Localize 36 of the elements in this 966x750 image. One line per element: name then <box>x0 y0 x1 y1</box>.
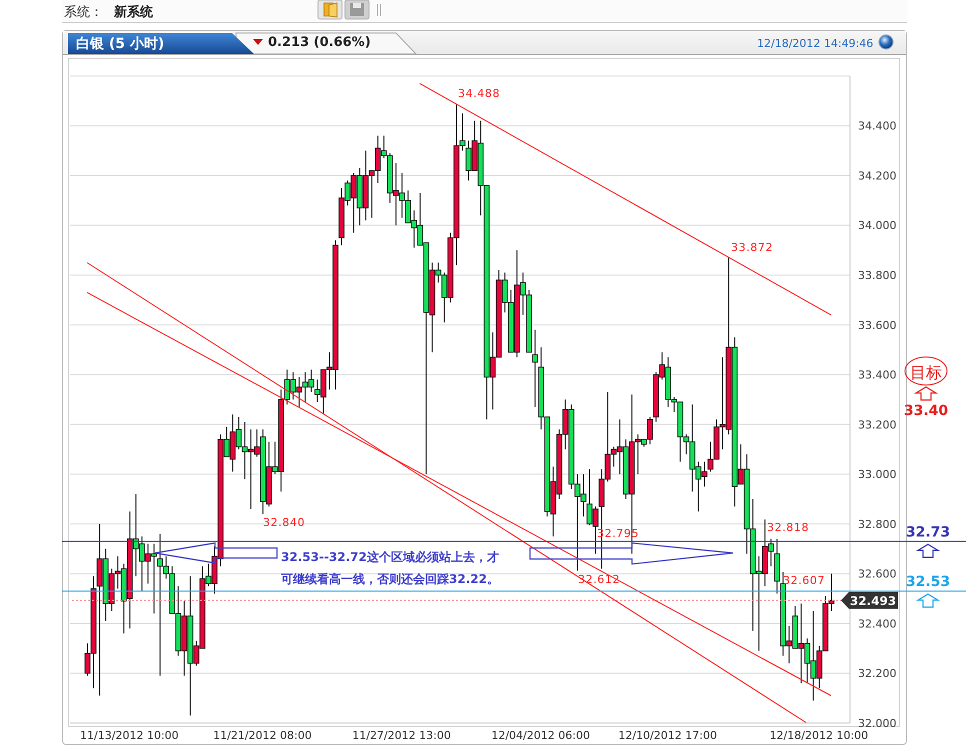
x-tick-label: 12/18/2012 10:00 <box>770 728 868 742</box>
y-tick-label: 32.600 <box>858 568 896 581</box>
ref-line-label: 32.73 <box>906 524 950 540</box>
chart-title: 白银 (5 小时) <box>76 35 164 53</box>
text: 目标 <box>910 362 942 382</box>
chart-subtitle: 0.213 (0.66%) <box>268 35 371 50</box>
annotation: 32.607 <box>783 574 826 586</box>
ref-line-label: 32.493 <box>850 594 896 608</box>
annotation: 34.488 <box>458 86 500 100</box>
x-tick-label: 12/10/2012 17:00 <box>618 728 717 742</box>
y-tick-label: 34.000 <box>858 219 896 232</box>
text: 新系统 <box>114 4 153 21</box>
y-tick-label: 32.200 <box>858 667 896 680</box>
y-tick-label: 32.400 <box>858 617 896 630</box>
y-tick-label: 33.800 <box>858 268 896 282</box>
text: 33.40 <box>904 403 948 419</box>
annotation: 32.818 <box>767 520 810 534</box>
y-tick-label: 33.000 <box>858 468 896 482</box>
annotation: 32.53--32.72这个区域必须站上去，才可继续看高一线，否则还会回踩32.22。 <box>281 549 499 588</box>
text: 系统： <box>64 4 103 21</box>
x-tick-label: 11/27/2012 13:00 <box>352 728 451 742</box>
candlestick <box>532 329 538 408</box>
y-tick-label: 34.400 <box>858 120 896 133</box>
y-tick-label: 33.200 <box>858 418 896 432</box>
x-tick-label: 12/04/2012 06:00 <box>491 728 590 742</box>
y-tick-label: 33.600 <box>858 318 896 332</box>
x-tick-label: 11/13/2012 10:00 <box>80 728 179 742</box>
y-tick-label: 32.800 <box>858 518 896 531</box>
text: 12/18/2012 14:49:46 <box>757 37 874 50</box>
y-tick-label: 32.000 <box>858 716 896 730</box>
annotation: 32.840 <box>263 516 306 528</box>
annotation: 33.872 <box>731 240 774 254</box>
ref-line-label: 32.53 <box>906 574 950 590</box>
y-tick-label: 33.400 <box>858 368 896 382</box>
y-tick-label: 34.200 <box>858 169 896 182</box>
x-tick-label: 11/21/2012 08:00 <box>213 728 312 742</box>
